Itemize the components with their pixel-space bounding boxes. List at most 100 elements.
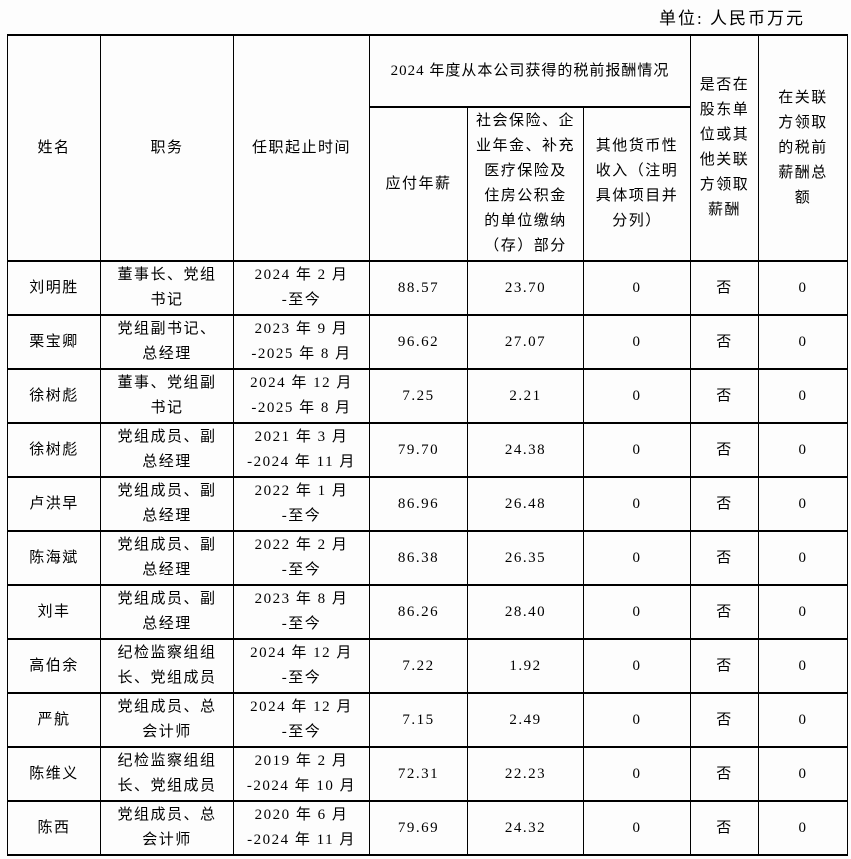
- cell-insurance: 24.38: [467, 422, 584, 478]
- cell-other-income: 0: [582, 368, 692, 424]
- cell-annual-salary: 7.25: [369, 368, 468, 424]
- cell-related-pay: 否: [690, 746, 760, 802]
- cell-term: 2020 年 6 月 -2024 年 11 月: [233, 800, 370, 856]
- cell-name: 高伯余: [7, 638, 101, 694]
- cell-name: 陈维义: [7, 746, 101, 802]
- header-related-pay: 是否在 股东单 位或其 他关联 方领取 薪酬: [690, 34, 760, 262]
- cell-name: 徐树彪: [7, 368, 101, 424]
- cell-related-pay: 否: [690, 314, 760, 370]
- cell-position: 纪检监察组组 长、党组成员: [100, 638, 234, 694]
- header-related-total: 在关联 方领取 的税前 薪酬总 额: [758, 34, 849, 262]
- table-row: 高伯余 纪检监察组组 长、党组成员 2024 年 12 月 -至今 7.22 1…: [7, 638, 849, 694]
- cell-term: 2024 年 12 月 -至今: [233, 638, 370, 694]
- cell-insurance: 26.48: [467, 476, 584, 532]
- cell-term: 2022 年 2 月 -至今: [233, 530, 370, 586]
- cell-other-income: 0: [582, 314, 692, 370]
- cell-related-total: 0: [758, 368, 849, 424]
- header-other-income: 其他货币性 收入（注明 具体项目并 分列）: [582, 106, 692, 262]
- cell-related-total: 0: [758, 476, 849, 532]
- cell-insurance: 27.07: [467, 314, 584, 370]
- cell-name: 严航: [7, 692, 101, 748]
- cell-term: 2021 年 3 月 -2024 年 11 月: [233, 422, 370, 478]
- cell-other-income: 0: [582, 260, 692, 316]
- cell-related-total: 0: [758, 584, 849, 640]
- cell-position: 党组成员、副 总经理: [100, 584, 234, 640]
- cell-term: 2023 年 9 月 -2025 年 8 月: [233, 314, 370, 370]
- table-row: 徐树彪 董事、党组副 书记 2024 年 12 月 -2025 年 8 月 7.…: [7, 368, 849, 424]
- cell-related-pay: 否: [690, 692, 760, 748]
- cell-annual-salary: 7.22: [369, 638, 468, 694]
- table-row: 栗宝卿 党组副书记、 总经理 2023 年 9 月 -2025 年 8 月 96…: [7, 314, 849, 370]
- cell-other-income: 0: [582, 746, 692, 802]
- cell-related-pay: 否: [690, 800, 760, 856]
- cell-related-total: 0: [758, 260, 849, 316]
- table-row: 严航 党组成员、总 会计师 2024 年 12 月 -至今 7.15 2.49 …: [7, 692, 849, 748]
- cell-related-pay: 否: [690, 422, 760, 478]
- table-row: 陈西 党组成员、总 会计师 2020 年 6 月 -2024 年 11 月 79…: [7, 800, 849, 856]
- header-row-group: 姓名 职务 任职起止时间 2024 年度从本公司获得的税前报酬情况 是否在 股东…: [7, 34, 849, 262]
- cell-position: 董事长、党组 书记: [100, 260, 234, 316]
- cell-name: 徐树彪: [7, 422, 101, 478]
- cell-annual-salary: 96.62: [369, 314, 468, 370]
- cell-name: 陈海斌: [7, 530, 101, 586]
- cell-other-income: 0: [582, 584, 692, 640]
- cell-position: 纪检监察组组 长、党组成员: [100, 746, 234, 802]
- cell-position: 党组成员、副 总经理: [100, 476, 234, 532]
- cell-term: 2024 年 12 月 -2025 年 8 月: [233, 368, 370, 424]
- cell-annual-salary: 7.15: [369, 692, 468, 748]
- cell-related-pay: 否: [690, 476, 760, 532]
- table-row: 徐树彪 党组成员、副 总经理 2021 年 3 月 -2024 年 11 月 7…: [7, 422, 849, 478]
- header-insurance: 社会保险、企 业年金、补充 医疗保险及 住房公积金 的单位缴纳 （存）部分: [467, 106, 584, 262]
- cell-insurance: 26.35: [467, 530, 584, 586]
- table-row: 刘丰 党组成员、副 总经理 2023 年 8 月 -至今 86.26 28.40…: [7, 584, 849, 640]
- header-name: 姓名: [7, 34, 101, 262]
- cell-insurance: 24.32: [467, 800, 584, 856]
- cell-position: 董事、党组副 书记: [100, 368, 234, 424]
- cell-related-total: 0: [758, 314, 849, 370]
- header-row-sub: 应付年薪 社会保险、企 业年金、补充 医疗保险及 住房公积金 的单位缴纳 （存）…: [8, 106, 848, 262]
- cell-position: 党组副书记、 总经理: [100, 314, 234, 370]
- header-term: 任职起止时间: [233, 34, 370, 262]
- cell-name: 刘丰: [7, 584, 101, 640]
- cell-other-income: 0: [582, 800, 692, 856]
- cell-related-pay: 否: [690, 368, 760, 424]
- cell-annual-salary: 72.31: [369, 746, 468, 802]
- cell-related-total: 0: [758, 422, 849, 478]
- cell-annual-salary: 79.69: [369, 800, 468, 856]
- cell-other-income: 0: [582, 692, 692, 748]
- cell-insurance: 2.21: [467, 368, 584, 424]
- cell-annual-salary: 88.57: [369, 260, 468, 316]
- table-row: 刘明胜 董事长、党组 书记 2024 年 2 月 -至今 88.57 23.70…: [7, 260, 849, 316]
- cell-position: 党组成员、副 总经理: [100, 530, 234, 586]
- cell-position: 党组成员、副 总经理: [100, 422, 234, 478]
- cell-position: 党组成员、总 会计师: [100, 800, 234, 856]
- cell-term: 2022 年 1 月 -至今: [233, 476, 370, 532]
- cell-insurance: 28.40: [467, 584, 584, 640]
- cell-term: 2024 年 2 月 -至今: [233, 260, 370, 316]
- cell-insurance: 1.92: [467, 638, 584, 694]
- cell-term: 2024 年 12 月 -至今: [233, 692, 370, 748]
- header-comp-group: 2024 年度从本公司获得的税前报酬情况: [368, 34, 692, 108]
- cell-related-total: 0: [758, 638, 849, 694]
- cell-annual-salary: 86.26: [369, 584, 468, 640]
- cell-other-income: 0: [582, 476, 692, 532]
- cell-insurance: 23.70: [467, 260, 584, 316]
- cell-annual-salary: 79.70: [369, 422, 468, 478]
- cell-annual-salary: 86.96: [369, 476, 468, 532]
- header-position: 职务: [100, 34, 234, 262]
- cell-related-total: 0: [758, 800, 849, 856]
- cell-name: 栗宝卿: [7, 314, 101, 370]
- cell-related-total: 0: [758, 530, 849, 586]
- table-row: 卢洪早 党组成员、副 总经理 2022 年 1 月 -至今 86.96 26.4…: [7, 476, 849, 532]
- cell-term: 2019 年 2 月 -2024 年 10 月: [233, 746, 370, 802]
- table-row: 陈海斌 党组成员、副 总经理 2022 年 2 月 -至今 86.38 26.3…: [7, 530, 849, 586]
- cell-related-total: 0: [758, 746, 849, 802]
- header-salary: 应付年薪: [369, 106, 468, 262]
- cell-related-pay: 否: [690, 530, 760, 586]
- cell-insurance: 2.49: [467, 692, 584, 748]
- cell-name: 刘明胜: [7, 260, 101, 316]
- cell-name: 卢洪早: [7, 476, 101, 532]
- table-body: 姓名 职务 任职起止时间 2024 年度从本公司获得的税前报酬情况 是否在 股东…: [7, 34, 849, 856]
- cell-related-total: 0: [758, 692, 849, 748]
- cell-related-pay: 否: [690, 260, 760, 316]
